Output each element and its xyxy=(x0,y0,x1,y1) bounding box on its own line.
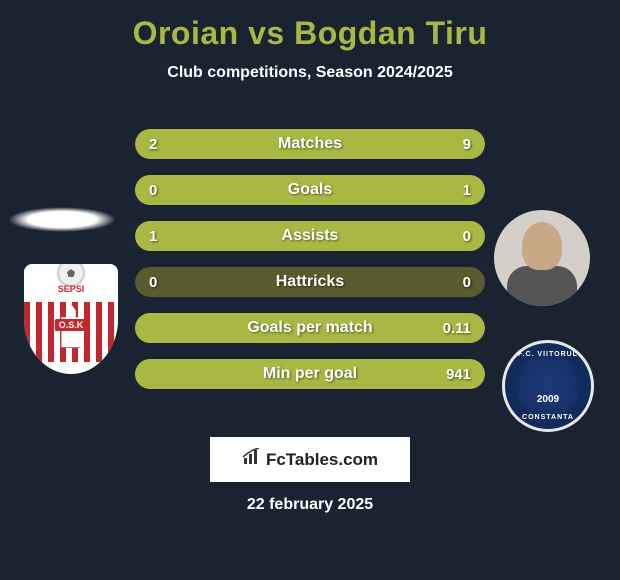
comparison-container: SEPSI O.S.K F.C. VIITORUL 2009 CONSTANTA… xyxy=(0,82,620,425)
stat-label: Goals per match xyxy=(135,319,485,337)
brand-logo-icon xyxy=(242,448,262,471)
badge-right-top: F.C. VIITORUL xyxy=(506,351,590,358)
stat-value-right: 0 xyxy=(463,228,471,245)
brand-text: FcTables.com xyxy=(266,450,378,470)
brand-box[interactable]: FcTables.com xyxy=(210,437,410,482)
badge-shield: SEPSI O.S.K xyxy=(24,264,118,374)
stat-row: 0Goals1 xyxy=(135,175,485,205)
stat-row: 2Matches9 xyxy=(135,129,485,159)
player-right-photo xyxy=(494,210,590,306)
stat-label: Goals xyxy=(135,181,485,199)
player-left-photo xyxy=(8,207,116,232)
stat-value-right: 0 xyxy=(463,274,471,291)
page-subtitle: Club competitions, Season 2024/2025 xyxy=(0,64,620,82)
badge-left-sub: O.S.K xyxy=(55,319,88,331)
stat-label: Min per goal xyxy=(135,365,485,383)
page-title: Oroian vs Bogdan Tiru xyxy=(0,0,620,52)
badge-right-bottom: CONSTANTA xyxy=(506,414,590,421)
stat-label: Assists xyxy=(135,227,485,245)
stat-value-right: 0.11 xyxy=(443,320,471,337)
stat-value-right: 941 xyxy=(446,366,471,383)
badge-circle: F.C. VIITORUL 2009 CONSTANTA xyxy=(502,340,594,432)
badge-left-name: SEPSI xyxy=(24,284,118,294)
date-text: 22 february 2025 xyxy=(0,496,620,514)
club-right-badge: F.C. VIITORUL 2009 CONSTANTA xyxy=(502,340,594,432)
badge-right-year: 2009 xyxy=(537,394,559,405)
stat-value-right: 9 xyxy=(463,136,471,153)
stat-row: 0Hattricks0 xyxy=(135,267,485,297)
stat-label: Hattricks xyxy=(135,273,485,291)
stat-row: 1Assists0 xyxy=(135,221,485,251)
stat-row: Min per goal941 xyxy=(135,359,485,389)
stat-label: Matches xyxy=(135,135,485,153)
club-left-badge: SEPSI O.S.K xyxy=(24,264,118,374)
stat-value-right: 1 xyxy=(463,182,471,199)
stat-row: Goals per match0.11 xyxy=(135,313,485,343)
